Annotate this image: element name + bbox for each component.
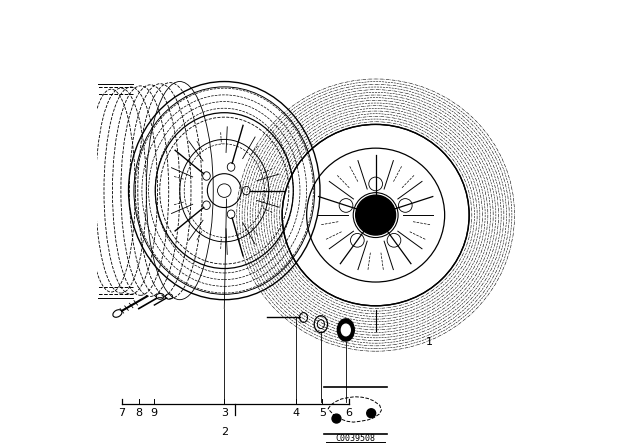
Text: 2: 2 [221, 426, 228, 437]
Ellipse shape [337, 319, 355, 341]
Text: 3: 3 [221, 408, 228, 418]
Ellipse shape [341, 324, 350, 336]
Text: 9: 9 [150, 408, 157, 418]
Text: 5: 5 [319, 408, 326, 418]
Text: 7: 7 [118, 408, 125, 418]
Circle shape [356, 195, 396, 235]
Text: 6: 6 [346, 408, 353, 418]
Text: 1: 1 [426, 337, 433, 347]
Text: C0039508: C0039508 [335, 434, 375, 443]
Text: 8: 8 [135, 408, 142, 418]
Text: 4: 4 [292, 408, 299, 418]
Circle shape [332, 414, 341, 423]
Circle shape [367, 409, 376, 418]
